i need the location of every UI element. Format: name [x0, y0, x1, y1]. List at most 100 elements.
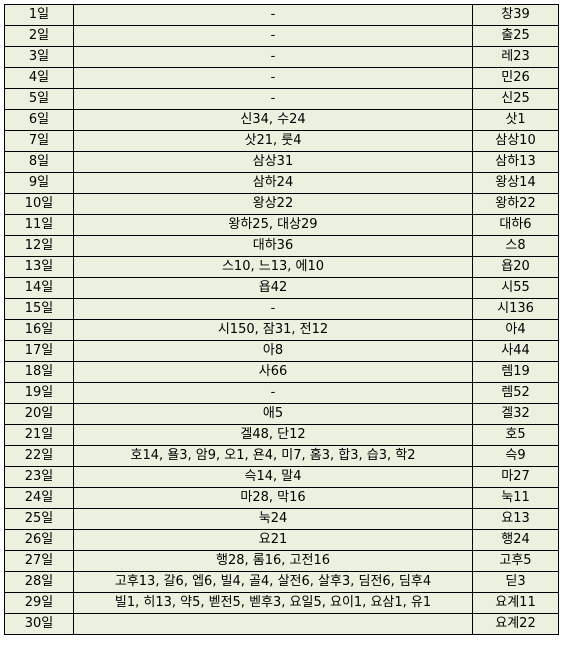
day-cell[interactable]: 12일 — [4, 235, 74, 257]
reading-cell[interactable]: - — [73, 382, 473, 404]
reading-cell[interactable]: 왕하25, 대상29 — [73, 214, 473, 236]
day-cell[interactable]: 13일 — [4, 256, 74, 278]
reading-cell[interactable]: 슥14, 말4 — [73, 466, 473, 488]
next-reading-cell[interactable]: 요계22 — [472, 613, 559, 635]
next-reading-cell[interactable]: 요계11 — [472, 592, 559, 614]
reading-cell[interactable]: - — [73, 298, 473, 320]
next-reading-cell[interactable]: 마27 — [472, 466, 559, 488]
reading-cell[interactable]: 요21 — [73, 529, 473, 551]
reading-cell[interactable]: 삼하24 — [73, 172, 473, 194]
next-reading-cell[interactable]: 요13 — [472, 508, 559, 530]
day-cell[interactable]: 9일 — [4, 172, 74, 194]
next-reading-cell[interactable]: 고후5 — [472, 550, 559, 572]
day-cell[interactable]: 8일 — [4, 151, 74, 173]
table-row: 29일 빌1, 히13, 약5, 벧전5, 벧후3, 요일5, 요이1, 요삼1,… — [4, 592, 559, 614]
next-reading-cell[interactable]: 렘52 — [472, 382, 559, 404]
day-cell[interactable]: 17일 — [4, 340, 74, 362]
day-cell[interactable]: 23일 — [4, 466, 74, 488]
day-cell[interactable]: 5일 — [4, 88, 74, 110]
table-row: 9일 삼하24 왕상14 — [4, 172, 559, 194]
day-cell[interactable]: 27일 — [4, 550, 74, 572]
next-reading-cell[interactable]: 눅11 — [472, 487, 559, 509]
reading-cell[interactable]: 마28, 막16 — [73, 487, 473, 509]
next-reading-cell[interactable]: 창39 — [472, 4, 559, 26]
reading-cell[interactable]: - — [73, 67, 473, 89]
day-cell[interactable]: 4일 — [4, 67, 74, 89]
day-cell[interactable]: 28일 — [4, 571, 74, 593]
reading-cell[interactable]: - — [73, 88, 473, 110]
day-cell[interactable]: 30일 — [4, 613, 74, 635]
next-reading-cell[interactable]: 아4 — [472, 319, 559, 341]
day-cell[interactable]: 3일 — [4, 46, 74, 68]
table-row: 27일 행28, 롬16, 고전16 고후5 — [4, 550, 559, 572]
day-cell[interactable]: 19일 — [4, 382, 74, 404]
next-reading-cell[interactable]: 시55 — [472, 277, 559, 299]
reading-cell[interactable]: 눅24 — [73, 508, 473, 530]
next-reading-cell[interactable]: 사44 — [472, 340, 559, 362]
reading-cell[interactable]: 겔48, 단12 — [73, 424, 473, 446]
reading-cell[interactable] — [73, 613, 473, 635]
next-reading-cell[interactable]: 삼상10 — [472, 130, 559, 152]
next-reading-cell[interactable]: 렘19 — [472, 361, 559, 383]
day-cell[interactable]: 6일 — [4, 109, 74, 131]
next-reading-cell[interactable]: 레23 — [472, 46, 559, 68]
reading-cell[interactable]: - — [73, 25, 473, 47]
reading-cell[interactable]: 신34, 수24 — [73, 109, 473, 131]
day-cell[interactable]: 1일 — [4, 4, 74, 26]
reading-cell[interactable]: - — [73, 46, 473, 68]
day-cell[interactable]: 11일 — [4, 214, 74, 236]
table-row: 14일 욥42 시55 — [4, 277, 559, 299]
reading-cell[interactable]: 애5 — [73, 403, 473, 425]
day-cell[interactable]: 14일 — [4, 277, 74, 299]
next-reading-cell[interactable]: 시136 — [472, 298, 559, 320]
reading-cell[interactable]: 대하36 — [73, 235, 473, 257]
day-cell[interactable]: 24일 — [4, 487, 74, 509]
reading-cell[interactable]: 아8 — [73, 340, 473, 362]
next-reading-cell[interactable]: 스8 — [472, 235, 559, 257]
next-reading-cell[interactable]: 삼하13 — [472, 151, 559, 173]
next-reading-cell[interactable]: 민26 — [472, 67, 559, 89]
table-row: 25일 눅24 요13 — [4, 508, 559, 530]
reading-cell[interactable]: 왕상22 — [73, 193, 473, 215]
day-cell[interactable]: 16일 — [4, 319, 74, 341]
day-cell[interactable]: 7일 — [4, 130, 74, 152]
day-cell[interactable]: 10일 — [4, 193, 74, 215]
reading-cell[interactable]: 시150, 잠31, 전12 — [73, 319, 473, 341]
day-cell[interactable]: 18일 — [4, 361, 74, 383]
next-reading-cell[interactable]: 행24 — [472, 529, 559, 551]
reading-cell[interactable]: 삼상31 — [73, 151, 473, 173]
reading-cell[interactable]: 행28, 롬16, 고전16 — [73, 550, 473, 572]
next-reading-cell[interactable]: 겔32 — [472, 403, 559, 425]
table-row: 12일 대하36 스8 — [4, 235, 559, 257]
table-row: 11일 왕하25, 대상29 대하6 — [4, 214, 559, 236]
reading-cell[interactable]: 삿21, 룻4 — [73, 130, 473, 152]
reading-cell[interactable]: - — [73, 4, 473, 26]
next-reading-cell[interactable]: 호5 — [472, 424, 559, 446]
next-reading-cell[interactable]: 신25 — [472, 88, 559, 110]
day-cell[interactable]: 22일 — [4, 445, 74, 467]
next-reading-cell[interactable]: 왕하22 — [472, 193, 559, 215]
reading-cell[interactable]: 사66 — [73, 361, 473, 383]
reading-schedule-table: 1일 - 창39 2일 - 출25 3일 - 레23 4일 - 민26 5일 - 신25 6일 신34, 수24… — [4, 4, 559, 635]
table-row: 30일 요계22 — [4, 613, 559, 635]
day-cell[interactable]: 26일 — [4, 529, 74, 551]
next-reading-cell[interactable]: 출25 — [472, 25, 559, 47]
next-reading-cell[interactable]: 대하6 — [472, 214, 559, 236]
reading-cell[interactable]: 호14, 욜3, 암9, 오1, 욘4, 미7, 홈3, 합3, 습3, 학2 — [73, 445, 473, 467]
reading-cell[interactable]: 욥42 — [73, 277, 473, 299]
reading-cell[interactable]: 빌1, 히13, 약5, 벧전5, 벧후3, 요일5, 요이1, 요삼1, 유1 — [73, 592, 473, 614]
reading-cell[interactable]: 고후13, 갈6, 엡6, 빌4, 골4, 살전6, 살후3, 딤전6, 딤후4 — [73, 571, 473, 593]
day-cell[interactable]: 15일 — [4, 298, 74, 320]
day-cell[interactable]: 25일 — [4, 508, 74, 530]
next-reading-cell[interactable]: 딛3 — [472, 571, 559, 593]
next-reading-cell[interactable]: 욥20 — [472, 256, 559, 278]
next-reading-cell[interactable]: 슥9 — [472, 445, 559, 467]
day-cell[interactable]: 29일 — [4, 592, 74, 614]
day-cell[interactable]: 21일 — [4, 424, 74, 446]
next-reading-cell[interactable]: 삿1 — [472, 109, 559, 131]
day-cell[interactable]: 2일 — [4, 25, 74, 47]
day-cell[interactable]: 20일 — [4, 403, 74, 425]
next-reading-cell[interactable]: 왕상14 — [472, 172, 559, 194]
reading-cell[interactable]: 스10, 느13, 에10 — [73, 256, 473, 278]
table-row: 23일 슥14, 말4 마27 — [4, 466, 559, 488]
